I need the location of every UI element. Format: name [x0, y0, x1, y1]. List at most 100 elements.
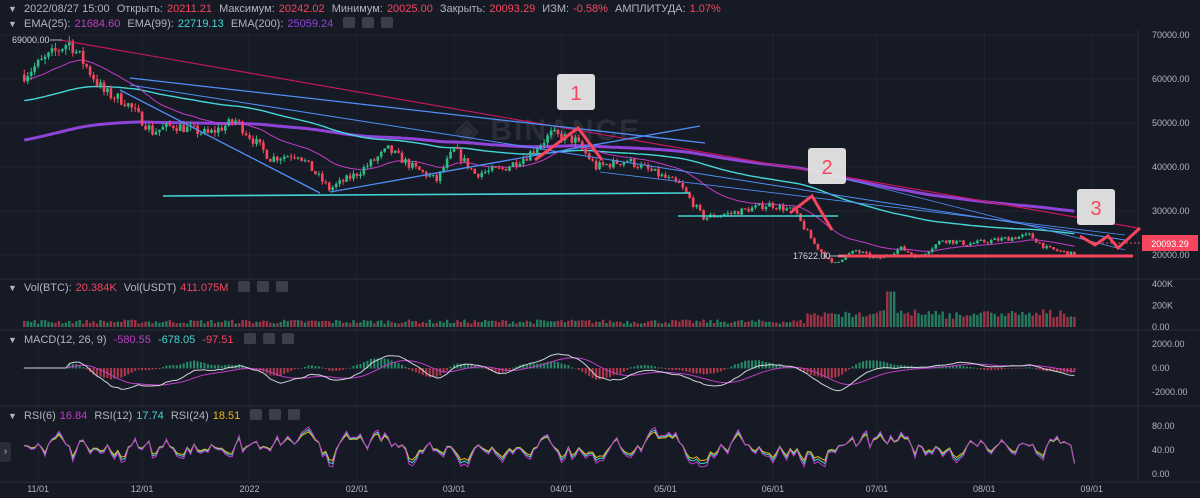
volume-bar [155, 321, 157, 327]
volume-bar [498, 322, 500, 327]
macd-close-icon[interactable] [282, 333, 294, 344]
volume-settings-icon[interactable] [257, 281, 269, 292]
volume-bar [640, 324, 642, 327]
candle-body [962, 241, 965, 246]
candle-body [397, 151, 400, 153]
macd-histogram-bar [481, 367, 483, 368]
candle-body [144, 126, 147, 130]
macd-histogram-bar [314, 366, 316, 368]
volume-bar [300, 321, 302, 327]
volume-bar [103, 321, 105, 327]
volume-bar [470, 324, 472, 327]
volume-bar [203, 323, 205, 327]
candle-body [702, 210, 705, 219]
macd-histogram-bar [980, 368, 982, 369]
candle-body [279, 159, 282, 161]
candle-body [851, 251, 854, 254]
volume-bar [865, 316, 867, 327]
candle-body [553, 130, 556, 131]
volume-bar [40, 320, 42, 327]
amplitude-value: 1.07% [690, 3, 721, 15]
candle-body [338, 180, 341, 184]
macd-histogram-bar [190, 361, 192, 368]
volume-bar [176, 323, 178, 327]
high-label: 69000.00 [12, 35, 50, 45]
candle-body [210, 130, 213, 133]
macd-histogram-bar [172, 365, 174, 368]
volume-bar [207, 321, 209, 327]
candle-body [207, 129, 210, 133]
ema-close-icon[interactable] [381, 17, 393, 28]
candle-body [855, 250, 858, 251]
volume-bar [501, 320, 503, 327]
volume-bar [602, 320, 604, 327]
macd-histogram-bar [706, 368, 708, 374]
ema-caret-icon[interactable]: ▼ [8, 19, 17, 29]
candle-body [532, 151, 535, 152]
rsi-caret-icon[interactable]: ▼ [8, 411, 17, 421]
volume-bar [286, 321, 288, 327]
ema200-value: 25059.24 [287, 18, 333, 30]
volume-bar [706, 323, 708, 327]
macd-histogram-bar [405, 367, 407, 369]
volume-bar [758, 320, 760, 327]
macd-settings-icon[interactable] [263, 333, 275, 344]
volume-visibility-icon[interactable] [238, 281, 250, 292]
volume-bar [768, 322, 770, 327]
collapse-caret-icon[interactable]: ▼ [8, 4, 17, 14]
candle-body [390, 145, 393, 153]
candle-body [959, 241, 962, 242]
macd-histogram-bar [203, 363, 205, 369]
ema-visibility-icon[interactable] [343, 17, 355, 28]
volume-bar [553, 321, 555, 327]
macd-histogram-bar [214, 365, 216, 368]
macd-histogram-bar [221, 366, 223, 369]
volume-bar [699, 322, 701, 327]
candle-body [955, 241, 958, 243]
candle-body [865, 252, 868, 253]
macd-histogram-bar [207, 364, 209, 368]
candle-body [598, 162, 601, 169]
macd-histogram-bar [158, 368, 160, 369]
rsi-settings-icon[interactable] [269, 409, 281, 420]
volume-close-icon[interactable] [276, 281, 288, 292]
macd-caret-icon[interactable]: ▼ [8, 335, 17, 345]
volume-bar [903, 314, 905, 327]
volume-bar [702, 320, 704, 327]
candle-body [75, 52, 78, 54]
vol-usdt-label: Vol(USDT) [124, 282, 177, 294]
volume-bar [543, 320, 545, 327]
macd-histogram-bar [976, 368, 978, 369]
candle-body [200, 133, 203, 134]
rsi-tick: 40.00 [1152, 445, 1175, 455]
candle-body [352, 174, 355, 179]
volume-bar [134, 320, 136, 327]
candle-body [595, 161, 598, 169]
candle-body [234, 121, 237, 123]
macd-histogram-bar [557, 362, 559, 368]
ema-settings-icon[interactable] [362, 17, 374, 28]
volume-bar [439, 321, 441, 327]
volume-bar [637, 323, 639, 327]
candle-body [799, 213, 802, 221]
side-panel-toggle[interactable]: › [0, 442, 11, 462]
volume-bar [671, 320, 673, 327]
volume-bar [418, 324, 420, 327]
volume-bar [276, 323, 278, 327]
volume-bar [332, 323, 334, 327]
macd-histogram-bar [675, 368, 677, 370]
rsi-close-icon[interactable] [288, 409, 300, 420]
candle-body [307, 160, 310, 161]
volume-bar [730, 323, 732, 327]
candle-body [969, 244, 972, 246]
annotation-number-3: 3 [1090, 198, 1101, 220]
macd-histogram-bar [356, 365, 358, 369]
volume-bar [522, 322, 524, 327]
volume-caret-icon[interactable]: ▼ [8, 283, 17, 293]
macd-visibility-icon[interactable] [244, 333, 256, 344]
candle-body [418, 166, 421, 169]
macd-histogram-bar [373, 358, 375, 368]
candle-body [779, 205, 782, 209]
rsi-visibility-icon[interactable] [250, 409, 262, 420]
